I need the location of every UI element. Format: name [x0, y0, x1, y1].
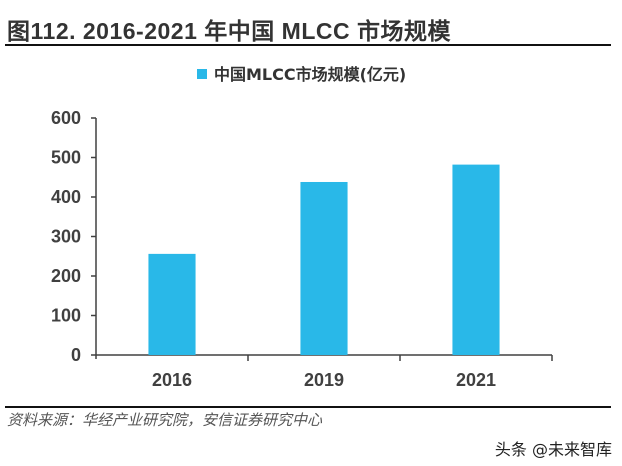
x-axis: 2016 2019 2021 [96, 354, 553, 390]
bar-2019 [300, 181, 348, 355]
figure-title: 图112. 2016-2021 年中国 MLCC 市场规模 [7, 18, 451, 44]
x-tick-label: 2016 [152, 370, 192, 390]
title-underline-tail [487, 44, 611, 46]
legend-swatch [197, 69, 207, 79]
y-tick-label: 600 [51, 108, 81, 128]
y-tick-label: 400 [51, 187, 81, 207]
legend-label: 中国MLCC市场规模(亿元) [214, 65, 406, 84]
x-tick-label: 2021 [456, 370, 496, 390]
bars [148, 164, 500, 355]
y-tick-label: 100 [51, 306, 81, 326]
y-tick-label: 500 [51, 148, 81, 168]
bar-2021 [452, 164, 500, 355]
y-tick-label: 0 [71, 345, 81, 365]
y-axis: 0 100 200 300 400 500 600 [51, 108, 97, 365]
source-note: 资料来源：华经产业研究院，安信证券研究中心 [7, 411, 323, 429]
legend: 中国MLCC市场规模(亿元) [197, 65, 406, 84]
bar-2016 [148, 253, 196, 355]
watermark: 头条 @未来智库 [494, 440, 612, 459]
x-tick-label: 2019 [304, 370, 344, 390]
title-underline [5, 44, 512, 46]
y-tick-label: 200 [51, 266, 81, 286]
y-tick-label: 300 [51, 227, 81, 247]
source-divider [5, 406, 611, 408]
